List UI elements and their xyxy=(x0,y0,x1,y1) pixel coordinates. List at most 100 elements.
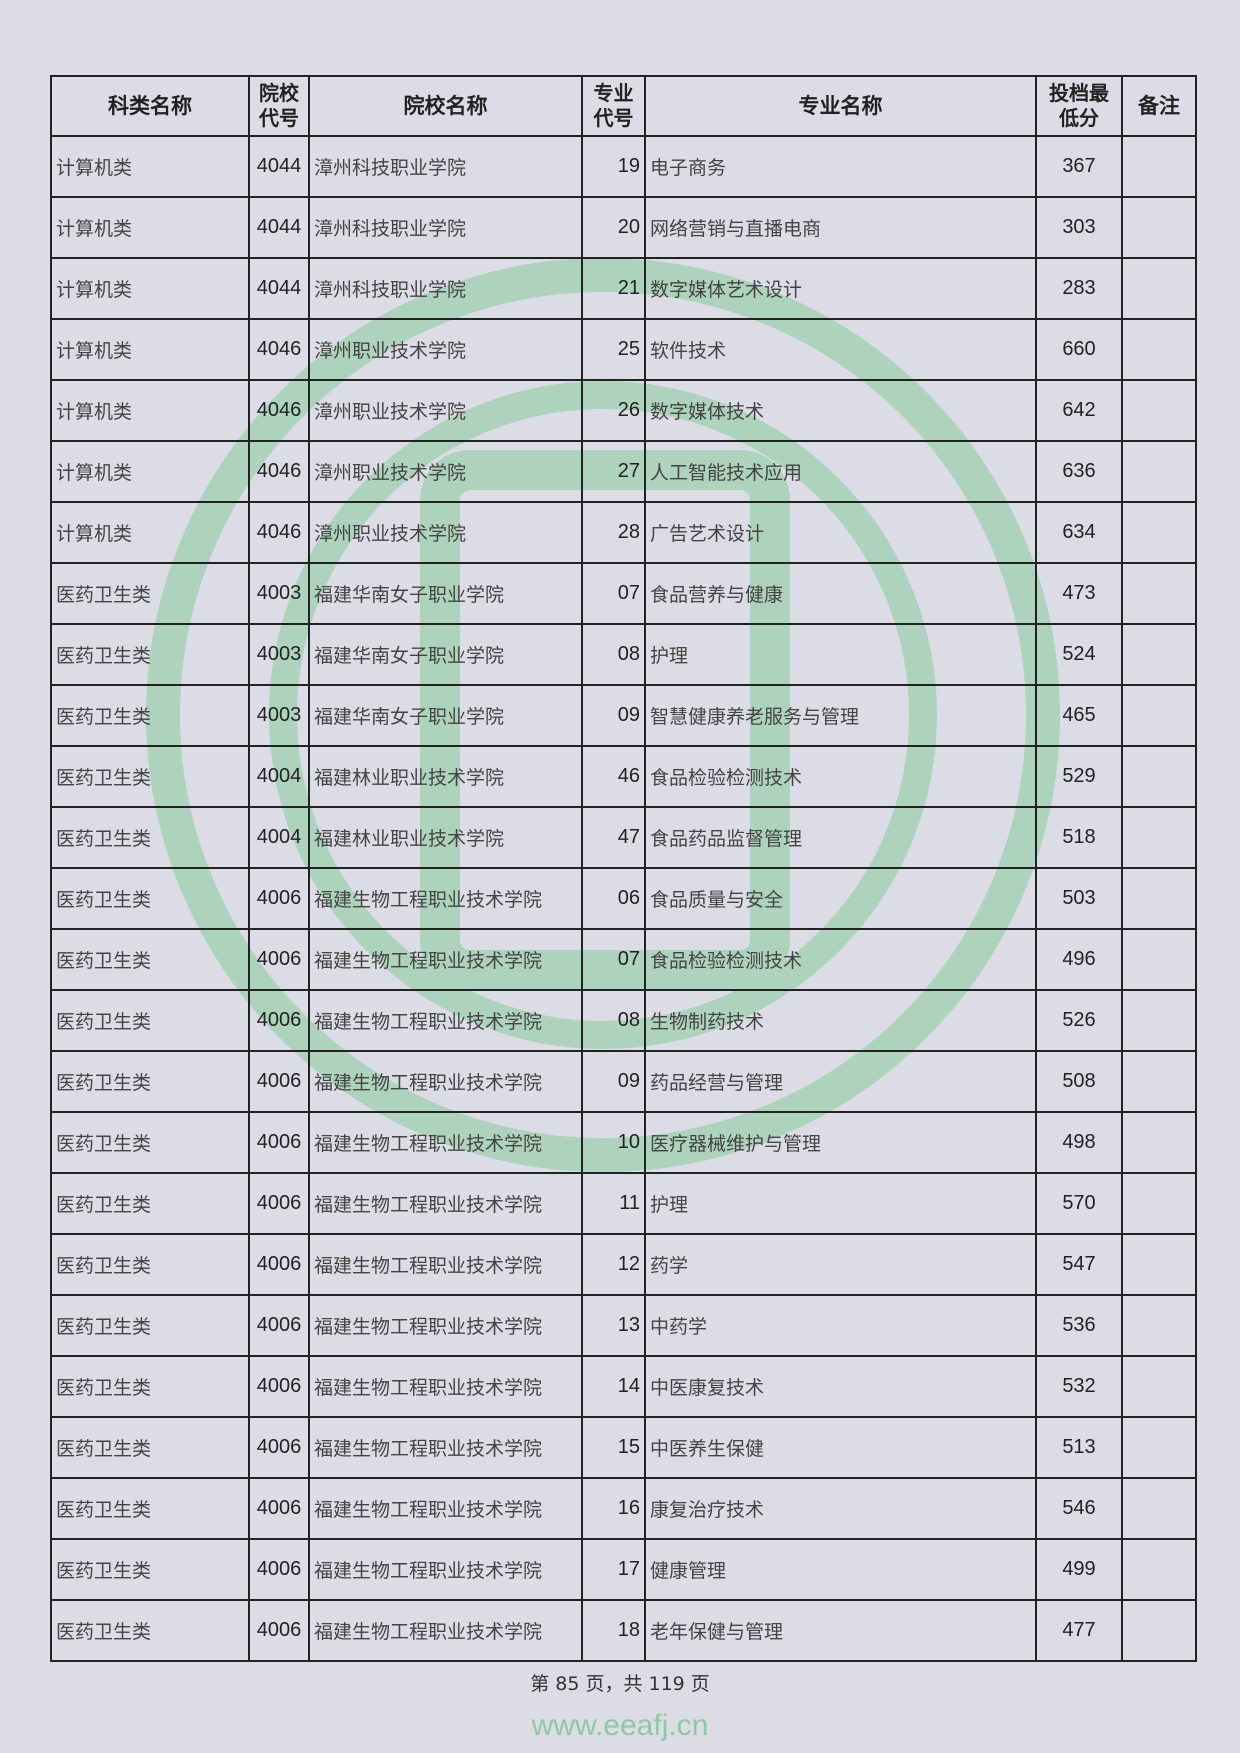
school-code-cell: 4004 xyxy=(248,806,310,869)
school-code-cell: 4006 xyxy=(248,1111,310,1174)
table-row: 计算机类 4044 漳州科技职业学院 20 网络营销与直播电商 303 xyxy=(50,196,1197,259)
remarks-cell xyxy=(1121,135,1197,198)
header-major-code: 专业代号 xyxy=(581,75,646,137)
table-row: 医药卫生类 4006 福建生物工程职业技术学院 09 药品经营与管理 508 xyxy=(50,1050,1197,1113)
school-name-cell: 福建生物工程职业技术学院 xyxy=(308,1477,583,1540)
category-cell: 计算机类 xyxy=(50,135,250,198)
major-code-cell: 18 xyxy=(581,1599,646,1662)
min-score-cell: 634 xyxy=(1035,501,1123,564)
header-min-score: 投档最低分 xyxy=(1035,75,1123,137)
table-header-row: 科类名称 院校代号 院校名称 专业代号 专业名称 投档最低分 备注 xyxy=(50,75,1197,137)
table-row: 计算机类 4044 漳州科技职业学院 19 电子商务 367 xyxy=(50,135,1197,198)
min-score-cell: 303 xyxy=(1035,196,1123,259)
category-cell: 计算机类 xyxy=(50,318,250,381)
category-cell: 医药卫生类 xyxy=(50,562,250,625)
table-row: 医药卫生类 4006 福建生物工程职业技术学院 06 食品质量与安全 503 xyxy=(50,867,1197,930)
category-cell: 计算机类 xyxy=(50,379,250,442)
school-code-cell: 4006 xyxy=(248,928,310,991)
school-code-cell: 4044 xyxy=(248,135,310,198)
min-score-cell: 524 xyxy=(1035,623,1123,686)
school-code-cell: 4006 xyxy=(248,1294,310,1357)
table-row: 医药卫生类 4006 福建生物工程职业技术学院 18 老年保健与管理 477 xyxy=(50,1599,1197,1662)
major-name-cell: 智慧健康养老服务与管理 xyxy=(644,684,1037,747)
table-row: 医药卫生类 4006 福建生物工程职业技术学院 11 护理 570 xyxy=(50,1172,1197,1235)
major-code-cell: 46 xyxy=(581,745,646,808)
school-code-cell: 4006 xyxy=(248,1599,310,1662)
min-score-cell: 499 xyxy=(1035,1538,1123,1601)
school-code-cell: 4044 xyxy=(248,257,310,320)
min-score-cell: 570 xyxy=(1035,1172,1123,1235)
school-name-cell: 福建生物工程职业技术学院 xyxy=(308,867,583,930)
major-name-cell: 药品经营与管理 xyxy=(644,1050,1037,1113)
min-score-cell: 283 xyxy=(1035,257,1123,320)
table-row: 计算机类 4046 漳州职业技术学院 27 人工智能技术应用 636 xyxy=(50,440,1197,503)
remarks-cell xyxy=(1121,1477,1197,1540)
remarks-cell xyxy=(1121,623,1197,686)
major-name-cell: 中医养生保健 xyxy=(644,1416,1037,1479)
header-remarks: 备注 xyxy=(1121,75,1197,137)
school-name-cell: 漳州科技职业学院 xyxy=(308,257,583,320)
school-code-cell: 4006 xyxy=(248,1233,310,1296)
school-code-cell: 4006 xyxy=(248,1050,310,1113)
major-code-cell: 10 xyxy=(581,1111,646,1174)
min-score-cell: 367 xyxy=(1035,135,1123,198)
header-school-name: 院校名称 xyxy=(308,75,583,137)
major-name-cell: 食品检验检测技术 xyxy=(644,745,1037,808)
remarks-cell xyxy=(1121,1050,1197,1113)
category-cell: 医药卫生类 xyxy=(50,1111,250,1174)
remarks-cell xyxy=(1121,684,1197,747)
min-score-cell: 496 xyxy=(1035,928,1123,991)
category-cell: 医药卫生类 xyxy=(50,1355,250,1418)
remarks-cell xyxy=(1121,501,1197,564)
table-row: 医药卫生类 4006 福建生物工程职业技术学院 15 中医养生保健 513 xyxy=(50,1416,1197,1479)
major-code-cell: 07 xyxy=(581,928,646,991)
school-name-cell: 漳州职业技术学院 xyxy=(308,379,583,442)
major-code-cell: 21 xyxy=(581,257,646,320)
table-row: 计算机类 4046 漳州职业技术学院 28 广告艺术设计 634 xyxy=(50,501,1197,564)
remarks-cell xyxy=(1121,1294,1197,1357)
major-code-cell: 19 xyxy=(581,135,646,198)
school-code-cell: 4006 xyxy=(248,989,310,1052)
school-name-cell: 漳州科技职业学院 xyxy=(308,196,583,259)
major-code-cell: 06 xyxy=(581,867,646,930)
min-score-cell: 477 xyxy=(1035,1599,1123,1662)
school-name-cell: 福建生物工程职业技术学院 xyxy=(308,1050,583,1113)
min-score-cell: 636 xyxy=(1035,440,1123,503)
major-code-cell: 27 xyxy=(581,440,646,503)
category-cell: 医药卫生类 xyxy=(50,1172,250,1235)
min-score-cell: 546 xyxy=(1035,1477,1123,1540)
school-code-cell: 4004 xyxy=(248,745,310,808)
min-score-cell: 503 xyxy=(1035,867,1123,930)
category-cell: 医药卫生类 xyxy=(50,928,250,991)
school-code-cell: 4003 xyxy=(248,684,310,747)
major-name-cell: 医疗器械维护与管理 xyxy=(644,1111,1037,1174)
major-code-cell: 25 xyxy=(581,318,646,381)
major-code-cell: 16 xyxy=(581,1477,646,1540)
remarks-cell xyxy=(1121,196,1197,259)
table-row: 医药卫生类 4006 福建生物工程职业技术学院 07 食品检验检测技术 496 xyxy=(50,928,1197,991)
min-score-cell: 513 xyxy=(1035,1416,1123,1479)
school-code-cell: 4046 xyxy=(248,501,310,564)
school-name-cell: 福建林业职业技术学院 xyxy=(308,806,583,869)
school-code-cell: 4046 xyxy=(248,318,310,381)
school-code-cell: 4003 xyxy=(248,623,310,686)
school-code-cell: 4046 xyxy=(248,440,310,503)
category-cell: 计算机类 xyxy=(50,501,250,564)
major-name-cell: 生物制药技术 xyxy=(644,989,1037,1052)
remarks-cell xyxy=(1121,989,1197,1052)
category-cell: 医药卫生类 xyxy=(50,867,250,930)
category-cell: 医药卫生类 xyxy=(50,1416,250,1479)
school-name-cell: 漳州职业技术学院 xyxy=(308,501,583,564)
remarks-cell xyxy=(1121,1233,1197,1296)
table-row: 医药卫生类 4006 福建生物工程职业技术学院 13 中药学 536 xyxy=(50,1294,1197,1357)
major-code-cell: 08 xyxy=(581,623,646,686)
page-number: 第 85 页，共 119 页 xyxy=(530,1673,710,1695)
remarks-cell xyxy=(1121,257,1197,320)
major-code-cell: 08 xyxy=(581,989,646,1052)
table-row: 医药卫生类 4003 福建华南女子职业学院 09 智慧健康养老服务与管理 465 xyxy=(50,684,1197,747)
school-name-cell: 福建生物工程职业技术学院 xyxy=(308,1538,583,1601)
major-name-cell: 健康管理 xyxy=(644,1538,1037,1601)
table-row: 医药卫生类 4004 福建林业职业技术学院 47 食品药品监督管理 518 xyxy=(50,806,1197,869)
school-code-cell: 4046 xyxy=(248,379,310,442)
table-row: 医药卫生类 4006 福建生物工程职业技术学院 12 药学 547 xyxy=(50,1233,1197,1296)
